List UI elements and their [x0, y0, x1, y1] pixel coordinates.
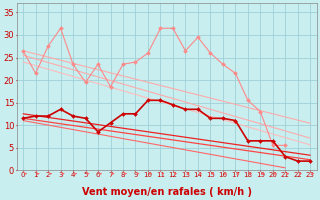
X-axis label: Vent moyen/en rafales ( km/h ): Vent moyen/en rafales ( km/h ) [82, 187, 252, 197]
